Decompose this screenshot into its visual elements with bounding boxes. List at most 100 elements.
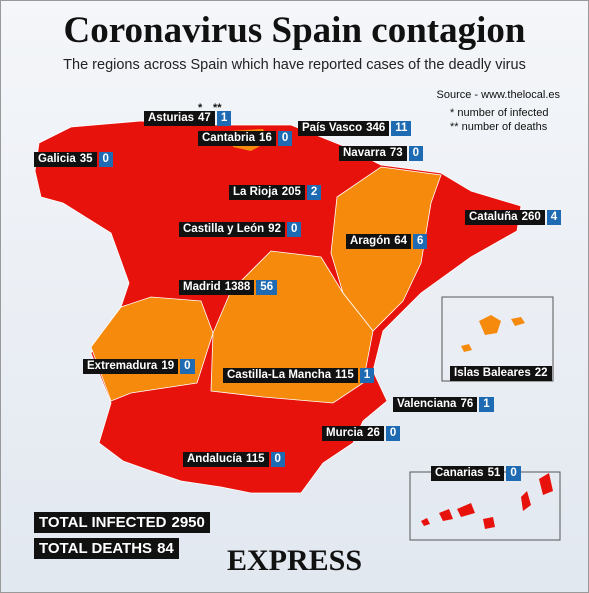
total-label: TOTAL INFECTED [39,514,167,531]
brand: EXPRESS [226,544,363,577]
region-label: Navarra 73 0 [339,146,424,161]
death-count: 1 [359,368,375,383]
infected-note-text: number of infected [457,107,549,119]
region-label: Islas Baleares 22 [450,366,552,381]
region-label: Andalucía 115 0 [183,452,285,467]
infected-count: 47 [198,112,211,124]
infected-count: 64 [394,235,408,247]
baleares-islands [461,315,525,352]
death-count: 0 [286,222,302,237]
region-name-box: Asturias 47 [144,111,215,126]
region-name-box: Cataluña 260 [465,210,545,225]
region-name: Madrid [183,281,221,293]
deaths-note-text: number of deaths [461,121,548,133]
region-name-box: Navarra 73 [339,146,407,161]
deaths-mark: ** [213,102,222,114]
infected-count: 22 [534,367,548,379]
region-name: Galicia [38,153,76,165]
region-name: Andalucía [187,453,242,465]
region-label: Galicia 35 0 [34,152,113,167]
region-label: Asturias 47 1 [144,111,232,126]
region-name: Canarias [435,467,484,479]
canarias-islands [421,473,553,529]
baleares-inset [441,296,554,382]
death-count: 0 [385,426,401,441]
infected-count: 260 [521,211,541,223]
infected-count: 73 [389,147,403,159]
region-name-box: Galicia 35 [34,152,97,167]
infected-count: 115 [245,453,265,465]
death-count: 0 [506,466,521,481]
region-label: Extremadura 19 0 [83,359,195,374]
region-name: Valenciana [397,398,457,410]
infected-count: 1388 [224,281,251,293]
death-count: 2 [306,185,322,200]
region-name: Asturias [148,112,195,124]
death-count: 56 [256,280,278,295]
region-label: País Vasco 346 11 [298,121,412,136]
infected-count: 76 [460,398,474,410]
infected-count: 26 [367,427,380,439]
region-name-box: Canarias 51 [431,466,505,481]
region-label: Valenciana 76 1 [393,397,494,412]
infected-count: 115 [335,369,354,381]
region-name-box: La Rioja 205 [229,185,305,200]
region-name-box: Extremadura 19 [83,359,179,374]
region-name: Cantabria [202,132,256,144]
region-label: Aragón 64 6 [346,234,428,249]
region-label: La Rioja 205 2 [229,185,322,200]
death-count: 6 [413,234,428,249]
total-box: TOTAL INFECTED 2950 [34,512,210,533]
region-label: Cataluña 260 4 [465,210,562,225]
death-count: 0 [98,152,113,167]
region-label: Castilla y León 92 0 [179,222,302,237]
region-label: Madrid 1388 56 [179,280,278,295]
aragon-area [330,166,442,332]
region-name: Navarra [343,147,386,159]
subtitle: The regions across Spain which have repo… [63,57,526,73]
region-name-box: Cantabria 16 [198,131,276,146]
region-name: Aragón [350,235,391,247]
region-name-box: Islas Baleares 22 [450,366,552,381]
infected-count: 346 [366,122,386,134]
infected-note: * number of infected [450,107,548,119]
death-count: 0 [408,146,424,161]
region-name: Islas Baleares [454,367,531,379]
infected-count: 16 [259,132,272,144]
region-name-box: Valenciana 76 [393,397,478,412]
infected-mark: * [450,107,455,119]
region-name: La Rioja [233,186,278,198]
title: Coronavirus Spain contagion [63,10,526,51]
region-name-box: Aragón 64 [346,234,412,249]
region-name-box: Madrid 1388 [179,280,255,295]
infected-count: 92 [268,223,281,235]
region-name: Extremadura [87,360,158,372]
total-label: TOTAL DEATHS [39,540,153,557]
region-name-box: Castilla y León 92 [179,222,285,237]
death-count: 11 [391,121,412,136]
region-name: Cataluña [469,211,518,223]
infected-count: 205 [281,186,301,198]
region-name: Murcia [326,427,364,439]
infected-count: 51 [487,467,501,479]
death-count: 1 [479,397,494,412]
region-label: Canarias 51 0 [431,466,521,481]
region-name-box: Andalucía 115 [183,452,269,467]
death-count: 0 [180,359,195,374]
region-name: País Vasco [302,122,363,134]
region-name-box: Castilla-La Mancha 115 [223,368,358,383]
source: Source - www.thelocal.es [436,89,561,101]
death-count: 4 [546,210,562,225]
canarias-inset [409,471,561,541]
region-name-box: Murcia 26 [322,426,384,441]
death-count: 0 [277,131,293,146]
region-name: Castilla-La Mancha [227,369,332,381]
deaths-note: ** number of deaths [450,121,547,133]
region-label: Murcia 26 0 [322,426,401,441]
death-count: 0 [270,452,285,467]
total-box: TOTAL DEATHS 84 [34,538,179,559]
deaths-mark: ** [450,121,459,133]
death-count: 1 [216,111,232,126]
